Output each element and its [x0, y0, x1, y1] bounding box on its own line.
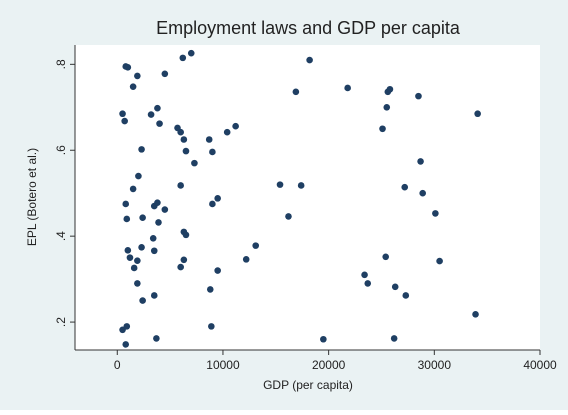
- plot-area: [75, 45, 540, 350]
- data-point: [382, 253, 390, 261]
- x-tick-label: 30000: [418, 358, 452, 372]
- data-points: [119, 49, 481, 348]
- data-point: [191, 159, 198, 167]
- data-point: [124, 64, 132, 71]
- data-point: [156, 120, 163, 127]
- data-point: [122, 341, 130, 348]
- data-point: [150, 292, 158, 299]
- data-point: [361, 271, 368, 279]
- data-point: [149, 235, 157, 242]
- data-point: [182, 231, 190, 239]
- data-point: [383, 103, 391, 111]
- data-point: [472, 311, 479, 318]
- data-point: [306, 56, 313, 64]
- data-point: [129, 83, 137, 90]
- data-point: [126, 254, 134, 261]
- data-point: [223, 128, 231, 136]
- data-point: [285, 213, 292, 220]
- tick-marks: .2 .4 .6 .8 0 10000 20000 30000 40000: [54, 59, 557, 372]
- data-point: [138, 146, 145, 153]
- data-point: [155, 219, 162, 226]
- x-tick-label: 40000: [523, 358, 557, 372]
- x-tick-label: 20000: [312, 358, 346, 372]
- data-point: [153, 335, 160, 342]
- data-point: [432, 210, 439, 217]
- y-tick-label: .6: [54, 145, 68, 155]
- data-point: [124, 247, 132, 254]
- data-point: [154, 199, 161, 206]
- data-point: [177, 182, 184, 189]
- data-point: [320, 335, 327, 343]
- y-tick-label: .8: [54, 59, 68, 69]
- data-point: [187, 49, 195, 57]
- data-point: [147, 111, 155, 118]
- data-point: [182, 147, 190, 155]
- data-point: [297, 182, 305, 189]
- data-point: [180, 256, 188, 264]
- data-point: [252, 242, 260, 249]
- x-axis-label: GDP (per capita): [263, 378, 353, 392]
- data-point: [177, 128, 184, 136]
- data-point: [139, 214, 146, 221]
- data-point: [474, 110, 481, 118]
- data-point: [122, 200, 130, 208]
- data-point: [121, 117, 128, 125]
- data-point: [232, 122, 239, 130]
- y-axis-label: EPL (Botero et al.): [25, 148, 39, 246]
- data-point: [154, 104, 161, 112]
- data-point: [205, 136, 213, 143]
- data-point: [177, 263, 184, 271]
- data-point: [161, 206, 169, 213]
- data-point: [209, 148, 216, 156]
- data-point: [391, 283, 399, 291]
- data-point: [179, 54, 187, 62]
- data-point: [214, 195, 221, 202]
- data-point: [379, 125, 386, 133]
- data-point: [402, 292, 410, 299]
- data-point: [276, 181, 284, 188]
- data-point: [401, 183, 409, 191]
- data-point: [129, 185, 137, 193]
- data-point: [415, 92, 422, 100]
- data-point: [134, 72, 141, 80]
- y-tick-label: .2: [54, 317, 68, 327]
- data-point: [150, 247, 158, 255]
- data-point: [390, 335, 398, 342]
- data-point: [134, 257, 141, 264]
- data-point: [344, 84, 351, 92]
- data-point: [180, 136, 188, 143]
- data-point: [130, 264, 138, 272]
- data-point: [292, 88, 300, 96]
- axes: [74, 45, 540, 351]
- data-point: [436, 257, 443, 265]
- data-point: [123, 215, 131, 223]
- data-point: [119, 110, 126, 118]
- data-point: [208, 323, 215, 330]
- x-tick-label: 10000: [206, 358, 240, 372]
- data-point: [161, 70, 169, 78]
- data-point: [364, 280, 372, 287]
- y-tick-label: .4: [54, 231, 68, 241]
- data-point: [214, 267, 221, 274]
- data-point: [139, 297, 146, 304]
- chart-title: Employment laws and GDP per capita: [156, 18, 461, 38]
- data-point: [419, 189, 426, 197]
- data-point: [206, 286, 214, 293]
- data-point: [242, 256, 250, 263]
- data-point: [135, 172, 142, 180]
- data-point: [417, 158, 424, 165]
- data-point: [386, 85, 394, 93]
- data-point: [138, 244, 145, 251]
- data-point: [123, 323, 131, 330]
- data-point: [134, 280, 141, 287]
- data-point: [209, 200, 216, 208]
- x-tick-label: 0: [114, 358, 121, 372]
